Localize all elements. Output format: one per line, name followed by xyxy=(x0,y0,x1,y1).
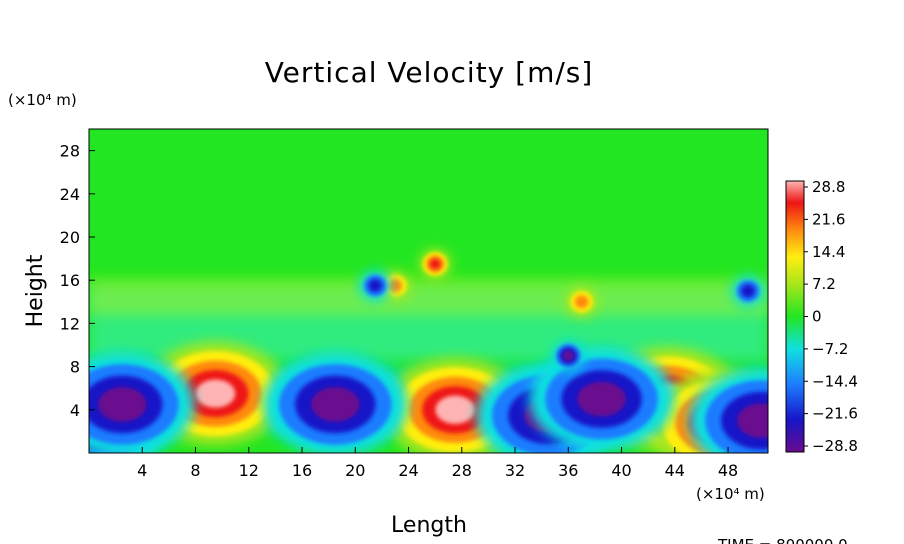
downdraft-cell xyxy=(262,352,408,453)
colorbar-tick-label: 0 xyxy=(812,308,822,326)
x-tick-label: 44 xyxy=(665,461,685,480)
downdraft-cell xyxy=(552,340,585,371)
downdraft-contour xyxy=(311,387,360,422)
downdraft-cell xyxy=(89,352,195,453)
updraft-contour xyxy=(195,379,236,408)
x-axis-ticks: 4 8 12 16 20 24 28 32 36 40 44 48 xyxy=(137,447,738,480)
updraft-contour xyxy=(429,258,441,270)
downdraft-contour xyxy=(562,350,574,361)
downdraft-contour xyxy=(741,284,755,298)
y-tick-label: 28 xyxy=(60,142,80,161)
downdraft-cell xyxy=(732,275,765,307)
downdraft-contour xyxy=(368,279,383,293)
x-tick-label: 16 xyxy=(292,461,312,480)
x-tick-label: 8 xyxy=(190,461,200,480)
features xyxy=(89,248,768,453)
updraft-cell xyxy=(419,248,452,280)
x-tick-label: 28 xyxy=(452,461,472,480)
x-tick-label: 4 xyxy=(137,461,147,480)
background-band xyxy=(89,277,768,316)
downdraft-contour xyxy=(98,387,147,422)
y-tick-label: 4 xyxy=(70,401,80,420)
time-label: TIME = 800000.0 xyxy=(717,536,848,544)
y-axis-label: Height xyxy=(23,254,48,327)
colorbar-gradient xyxy=(785,180,805,453)
colorbar-tick-label: 28.8 xyxy=(812,178,845,196)
y-unit-label: (×10⁴ m) xyxy=(8,91,77,109)
colorbar: 28.8 21.6 14.4 7.2 0 −7.2 −14.4 −21.6 −28.8 xyxy=(785,178,858,455)
updraft-contour xyxy=(435,395,475,424)
colorbar-tick-label: −21.6 xyxy=(812,405,858,423)
x-tick-label: 40 xyxy=(611,461,631,480)
y-tick-label: 16 xyxy=(60,271,80,290)
y-tick-label: 24 xyxy=(60,185,80,204)
downdraft-contour xyxy=(737,403,768,438)
colorbar-tick-label: 14.4 xyxy=(812,243,845,261)
colorbar-tick-label: −14.4 xyxy=(812,372,858,390)
updraft-cell xyxy=(565,286,598,317)
downdraft-cell xyxy=(529,347,675,451)
x-tick-label: 32 xyxy=(505,461,525,480)
colorbar-tick-label: −7.2 xyxy=(812,340,848,358)
x-axis-label: Length xyxy=(391,513,467,538)
y-axis-ticks: 4 8 12 16 20 24 28 xyxy=(60,142,95,420)
updraft-contour xyxy=(574,295,589,309)
downdraft-cell xyxy=(359,270,392,301)
colorbar-tick-label: −28.8 xyxy=(812,437,858,455)
x-tick-label: 36 xyxy=(558,461,578,480)
y-tick-label: 12 xyxy=(60,314,80,333)
x-unit-label: (×10⁴ m) xyxy=(696,485,765,503)
x-tick-label: 12 xyxy=(239,461,259,480)
downdraft-cell xyxy=(688,368,768,453)
x-tick-label: 24 xyxy=(398,461,418,480)
colorbar-tick-label: 7.2 xyxy=(812,275,836,293)
downdraft-contour xyxy=(577,381,626,417)
colorbar-tick-label: 21.6 xyxy=(812,210,845,228)
plot-area xyxy=(89,129,768,453)
x-tick-label: 48 xyxy=(718,461,738,480)
updraft-contour xyxy=(388,279,403,293)
x-tick-label: 20 xyxy=(345,461,365,480)
plot-frame xyxy=(88,128,769,454)
chart-title: Vertical Velocity [m/s] xyxy=(265,56,594,89)
y-tick-label: 20 xyxy=(60,228,80,247)
y-tick-label: 8 xyxy=(70,358,80,377)
colorbar-ticks: 28.8 21.6 14.4 7.2 0 −7.2 −14.4 −21.6 −28.8 xyxy=(804,178,858,455)
